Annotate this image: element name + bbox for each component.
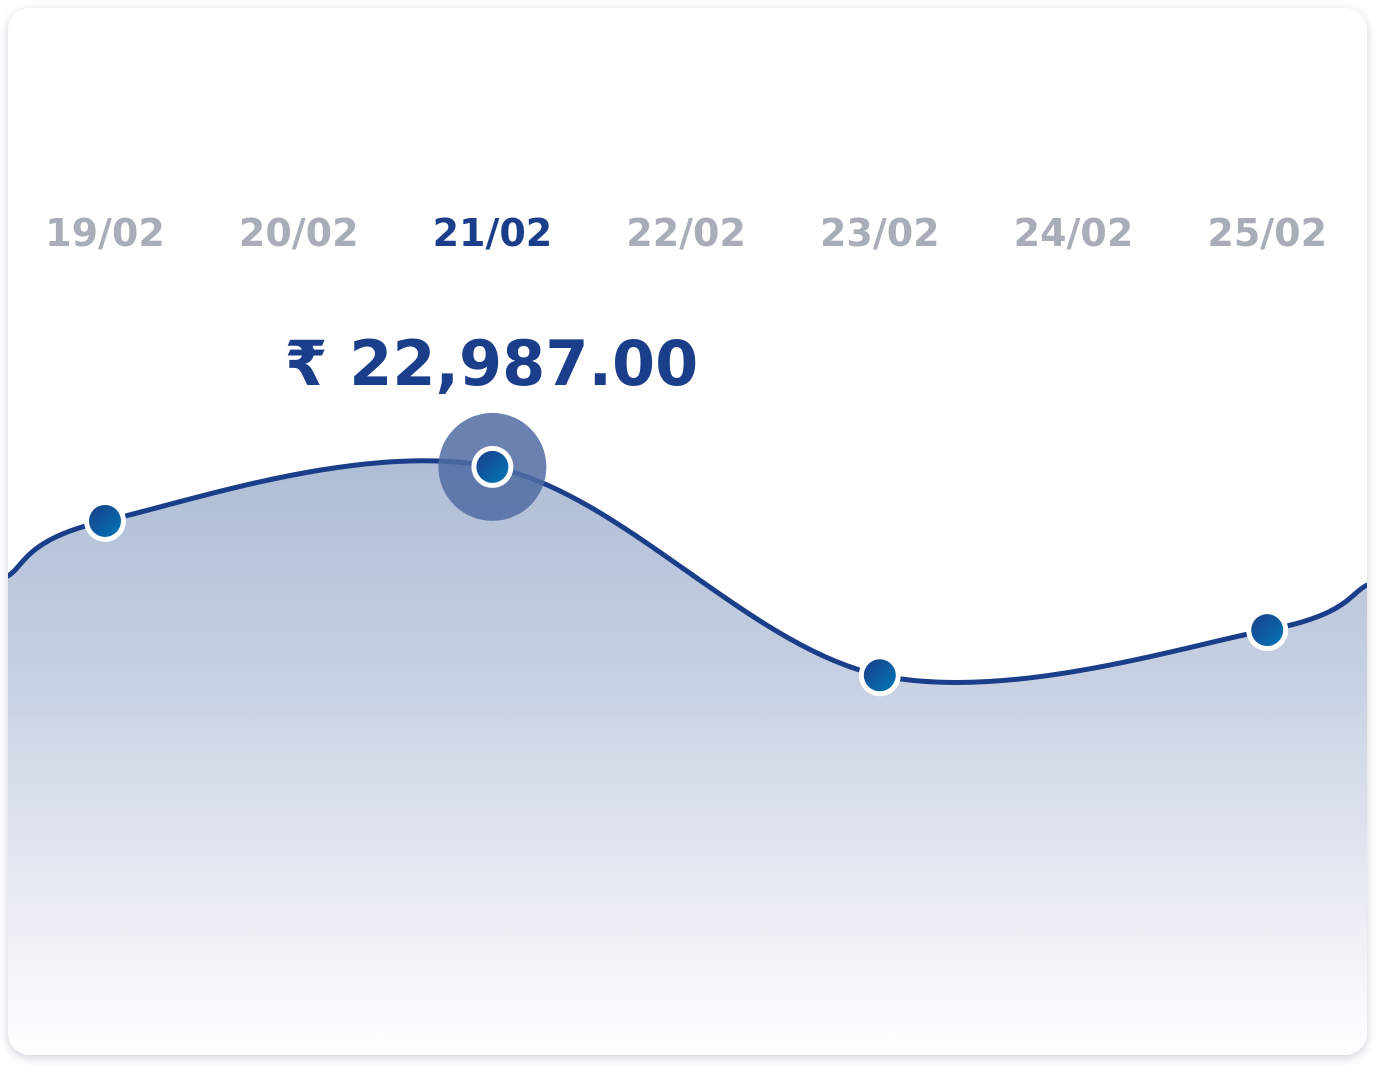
chart-card: 19/02 20/02 21/02 22/02 23/02 24/02 25/02 ₹ 22… [8,8,1367,1055]
date-tick-label[interactable]: 23/02 [820,211,940,255]
date-tick-label[interactable]: 22/02 [626,211,746,255]
area-fill [8,460,1367,1055]
point-marker [863,659,896,692]
date-axis: 19/02 20/02 21/02 22/02 23/02 24/02 25/02 [45,211,1327,255]
date-tick-label[interactable]: 25/02 [1207,211,1327,255]
point-marker [1251,614,1284,647]
date-tick-label[interactable]: 20/02 [239,211,359,255]
data-point[interactable] [1246,609,1289,652]
data-point[interactable] [84,499,126,542]
date-tick-label[interactable]: 24/02 [1014,211,1134,255]
data-points [84,412,1289,697]
point-marker [89,504,121,537]
area-chart: 19/02 20/02 21/02 22/02 23/02 24/02 25/02 ₹ 22… [8,58,1367,1055]
selected-value-label: ₹ 22,987.00 [284,327,698,400]
data-point[interactable] [438,412,547,521]
date-tick-label[interactable]: 21/02 [433,211,553,255]
data-point[interactable] [858,654,901,697]
point-marker [476,450,509,483]
date-tick-label[interactable]: 19/02 [45,211,165,255]
